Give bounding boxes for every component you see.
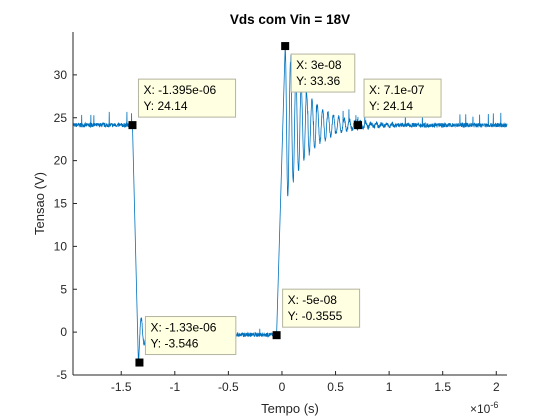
x-tick-label: 0 [279, 380, 286, 394]
data-tip-y: Y: 24.14 [143, 99, 187, 113]
data-tip[interactable]: X: -1.33e-06 Y: -3.546 [135, 316, 237, 367]
x-tick-label: 0.5 [327, 380, 344, 394]
x-tick-label: 2 [493, 380, 500, 394]
data-tip-marker[interactable] [135, 358, 144, 367]
data-tip-box [137, 78, 237, 118]
data-tip-x: X: -1.33e-06 [150, 321, 216, 335]
data-tip-x: X: -1.395e-06 [143, 83, 216, 97]
data-tip[interactable]: X: -5e-08 Y: -0.3555 [272, 288, 361, 340]
data-tips-layer: X: -1.395e-06 Y: 24.14 X: -1.33e-06 Y: -3.5… [128, 42, 442, 367]
y-tick-label: 15 [54, 197, 68, 211]
data-tip-marker[interactable] [128, 121, 137, 130]
x-tick-label: -1.5 [111, 380, 132, 394]
y-tick-label: 0 [60, 325, 67, 339]
x-tick-label: -1 [169, 380, 180, 394]
data-tip-box [144, 316, 237, 356]
y-tick-label: 20 [54, 154, 68, 168]
data-tip[interactable]: X: 3e-08 Y: 33.36 [281, 42, 356, 93]
data-tip-y: Y: 24.14 [369, 99, 413, 113]
data-tip-y: Y: -3.546 [150, 337, 198, 351]
y-tick-label: 25 [54, 111, 68, 125]
data-tip[interactable]: X: -1.395e-06 Y: 24.14 [128, 78, 237, 130]
data-tip[interactable]: X: 7.1e-07 Y: 24.14 [354, 78, 442, 130]
x-tick-label: -0.5 [218, 380, 239, 394]
y-tick-label: 5 [60, 282, 67, 296]
data-tip-box [282, 288, 361, 328]
data-tip-box [290, 53, 356, 93]
data-tip-x: X: -5e-08 [288, 293, 338, 307]
data-tip-marker[interactable] [281, 42, 290, 51]
y-axis-label: Tensao (V) [32, 172, 47, 235]
axes-layer: -1.5 -1 -0.5 0 0.5 1 1.5 2 -5 0 5 10 15 20 25 30 [54, 32, 507, 394]
y-tick-label: 10 [54, 239, 68, 253]
data-tip-x: X: 7.1e-07 [369, 83, 425, 97]
y-tick-label: -5 [56, 368, 67, 382]
x-axis-label: Tempo (s) [261, 401, 319, 416]
chart-title: Vds com Vin = 18V [230, 12, 350, 27]
x-tick-label: 1 [386, 380, 393, 394]
data-tip-box [363, 78, 442, 118]
data-tip-marker[interactable] [272, 331, 281, 340]
data-tip-y: Y: 33.36 [296, 74, 340, 88]
data-tip-y: Y: -0.3555 [288, 309, 343, 323]
data-tip-marker[interactable] [354, 121, 363, 130]
x-tick-label: 1.5 [434, 380, 451, 394]
x-axis-exponent: ×10-6 [470, 400, 498, 416]
data-tip-x: X: 3e-08 [296, 58, 342, 72]
y-tick-label: 30 [54, 68, 68, 82]
